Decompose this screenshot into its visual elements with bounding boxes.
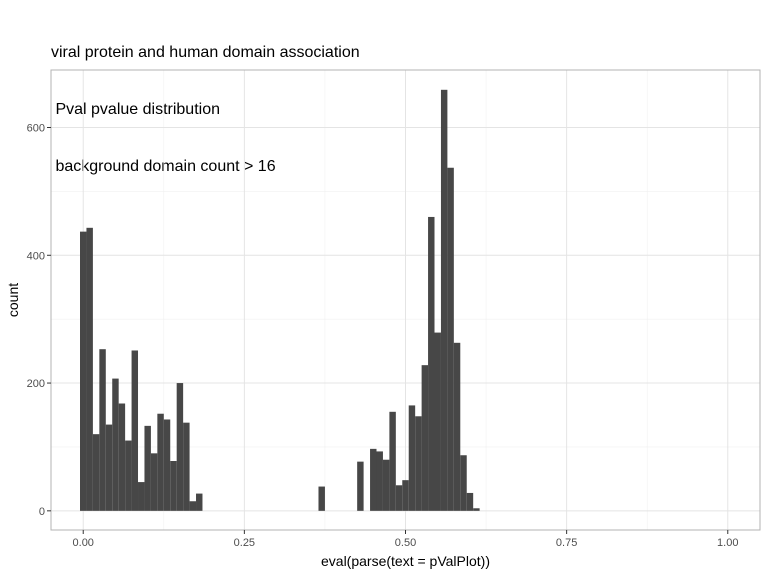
x-tick-label: 0.25	[234, 537, 255, 549]
tick-layer: 0.00 0.25 0.50 0.75 1.00 0 200 400 600	[27, 123, 739, 550]
histogram-bar	[473, 508, 480, 511]
x-tick-label: 0.50	[395, 537, 416, 549]
histogram-bar	[466, 492, 474, 511]
histogram-bar	[86, 227, 93, 511]
histogram-bar	[318, 486, 325, 511]
histogram-bar	[118, 403, 126, 511]
histogram-bar	[138, 482, 145, 511]
y-tick-label: 400	[27, 250, 45, 262]
chart-title-line-2: Pval pvalue distribution	[51, 101, 220, 118]
y-tick-label: 0	[39, 506, 45, 518]
histogram-bar	[150, 453, 158, 511]
histogram-bar	[183, 422, 190, 511]
histogram-bar	[460, 455, 467, 511]
histogram-bar	[421, 365, 429, 511]
histogram-bar	[170, 461, 177, 511]
histogram-bar	[440, 89, 448, 511]
histogram-bar	[434, 332, 441, 511]
histogram-bar	[395, 485, 403, 511]
histogram-bar	[189, 501, 197, 511]
x-axis-title: eval(parse(text = pValPlot))	[321, 553, 490, 569]
histogram-bar	[389, 411, 396, 511]
histogram-bar	[125, 440, 132, 511]
y-tick-label: 200	[27, 378, 45, 390]
histogram-bar	[428, 216, 435, 511]
histogram-bar	[376, 451, 383, 511]
y-axis-title: count	[5, 283, 21, 317]
histogram-bar	[92, 434, 100, 511]
histogram-bar	[382, 459, 390, 511]
x-tick-label: 0.75	[556, 537, 577, 549]
chart-title-line-1: viral protein and human domain associati…	[51, 44, 360, 61]
x-tick-label: 0.00	[73, 537, 94, 549]
histogram-bar	[447, 167, 454, 511]
histogram-bar	[453, 342, 461, 511]
bar-layer	[80, 89, 480, 511]
histogram-bar	[415, 416, 422, 511]
histogram-bar	[370, 448, 377, 511]
histogram-bar	[402, 480, 409, 511]
x-tick-label: 1.00	[717, 537, 738, 549]
histogram-bar	[163, 419, 171, 511]
chart-title-line-3: background domain count > 16	[51, 158, 276, 175]
histogram-bar	[112, 378, 119, 511]
histogram-bar	[131, 350, 139, 511]
histogram-bar	[144, 425, 151, 511]
histogram-bar	[408, 405, 416, 511]
y-tick-label: 600	[27, 123, 45, 135]
histogram-bar	[157, 413, 164, 511]
histogram-bar	[99, 349, 106, 511]
histogram-bar	[196, 493, 203, 511]
histogram-bar	[105, 424, 113, 511]
chart-title: viral protein and human domain associati…	[51, 5, 360, 214]
histogram-bar	[176, 383, 184, 511]
histogram-bar	[80, 231, 87, 511]
histogram-bar	[357, 461, 364, 511]
